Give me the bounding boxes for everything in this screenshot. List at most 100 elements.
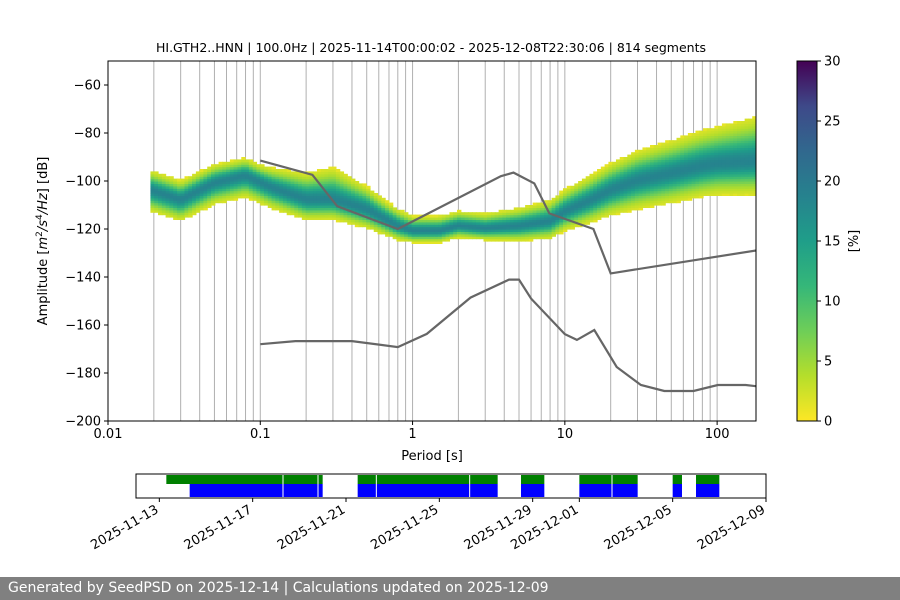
density-cell [324, 209, 329, 213]
density-cell [729, 183, 734, 187]
density-cell [161, 212, 167, 216]
density-cell [479, 212, 485, 216]
density-cell [657, 154, 662, 158]
density-cell [460, 231, 466, 235]
density-cell [320, 176, 326, 180]
density-cell [161, 173, 167, 177]
density-cell [597, 197, 602, 201]
density-cell [657, 142, 662, 146]
density-cell [513, 214, 519, 218]
density-cell [260, 164, 265, 168]
density-cell [305, 214, 311, 218]
density-cell [710, 149, 715, 153]
density-cell [343, 178, 348, 182]
density-cell [309, 200, 314, 204]
density-cell [316, 176, 322, 180]
density-cell [373, 197, 379, 201]
density-cell [604, 205, 609, 208]
density-cell [612, 190, 617, 194]
density-cell [263, 166, 269, 170]
density-cell [612, 200, 617, 204]
density-cell [687, 169, 693, 172]
density-cell [211, 183, 216, 187]
density-cell [551, 224, 557, 228]
density-cell [631, 166, 636, 170]
density-cell [650, 205, 655, 208]
density-cell [578, 214, 583, 218]
density-cell [199, 195, 205, 199]
density-cell [653, 185, 659, 189]
density-cell [218, 183, 223, 187]
density-cell [650, 200, 655, 204]
density-cell [400, 217, 405, 220]
density-cell [290, 205, 295, 208]
density-cell [392, 229, 398, 232]
density-cell [555, 226, 560, 230]
density-cell [385, 209, 390, 213]
density-cell [483, 217, 488, 220]
density-cell [665, 197, 670, 201]
density-cell [275, 188, 280, 192]
density-cell [721, 161, 727, 165]
density-cell [294, 209, 299, 213]
density-cell [589, 212, 594, 216]
density-cell [668, 200, 674, 204]
density-cell [305, 202, 311, 206]
density-cell [502, 209, 507, 213]
density-cell [294, 214, 299, 218]
density-cell [494, 224, 500, 228]
density-cell [650, 188, 655, 192]
density-cell [214, 188, 220, 192]
density-cell [737, 135, 742, 139]
timeline-green-segment [672, 475, 682, 484]
density-cell [676, 154, 681, 158]
density-cell [279, 169, 284, 172]
density-cell [324, 197, 329, 201]
density-cell [301, 202, 307, 206]
density-cell [740, 185, 746, 189]
density-cell [718, 154, 723, 158]
density-cell [279, 185, 284, 189]
density-cell [676, 190, 681, 194]
density-cell [335, 209, 341, 213]
density-cell [703, 169, 708, 172]
density-cell [392, 224, 398, 228]
density-cell [733, 181, 738, 184]
density-cell [271, 183, 276, 187]
density-cell [668, 164, 674, 168]
density-cell [343, 195, 348, 199]
density-cell [245, 161, 250, 165]
density-cell [544, 209, 549, 213]
density-cell [593, 193, 598, 196]
density-cell [752, 188, 756, 192]
density-cell [646, 149, 651, 153]
density-cell [263, 171, 269, 175]
density-cell [392, 209, 398, 213]
density-cell [335, 183, 341, 187]
density-cell [703, 164, 708, 168]
density-cell [313, 214, 318, 218]
density-cell [260, 181, 265, 184]
density-cell [714, 183, 719, 187]
density-cell [691, 149, 697, 153]
density-cell [229, 169, 235, 172]
density-cell [699, 157, 704, 160]
density-cell [570, 190, 575, 194]
density-cell [362, 195, 367, 199]
density-cell [737, 140, 742, 144]
density-cell [631, 157, 636, 160]
density-cell [703, 152, 708, 156]
density-cell [748, 140, 753, 144]
density-cell [358, 185, 363, 189]
density-cell [392, 221, 398, 225]
density-cell [642, 147, 647, 151]
density-cell [339, 209, 345, 213]
density-cell [434, 219, 439, 223]
density-cell [691, 193, 697, 196]
density-cell [498, 217, 504, 220]
y-label-part: Hz [36, 192, 51, 210]
density-cell [631, 169, 636, 172]
density-cell [585, 202, 591, 206]
density-cell [752, 142, 756, 146]
density-cell [165, 209, 170, 213]
